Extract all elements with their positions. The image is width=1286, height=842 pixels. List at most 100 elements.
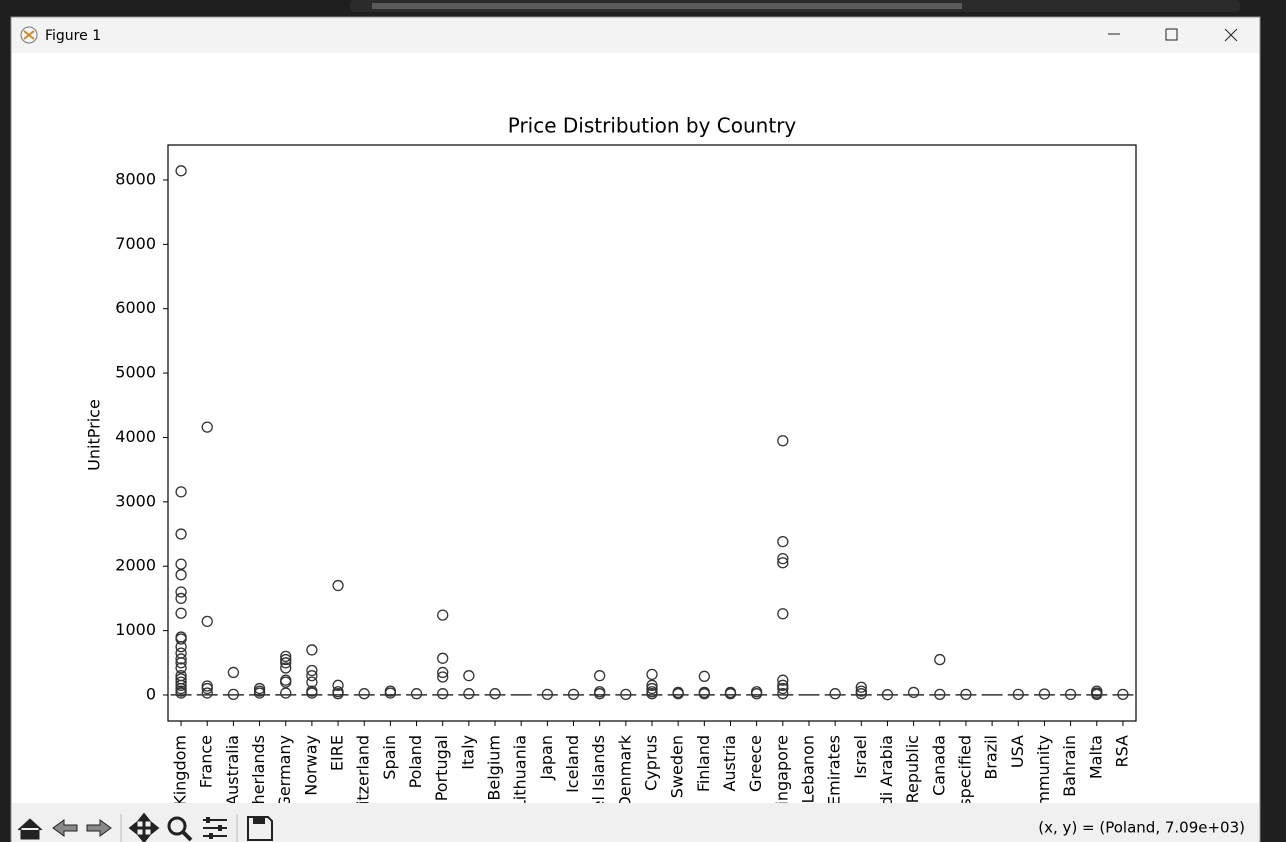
close-button[interactable] (1224, 28, 1238, 42)
outlier (672, 688, 684, 700)
x-tick-label: Unspecified (955, 735, 974, 829)
outlier (463, 688, 475, 700)
outlier (1038, 688, 1051, 700)
outlier (280, 687, 292, 699)
outlier (907, 686, 920, 699)
outlier (175, 679, 187, 691)
window (10, 16, 1261, 842)
outlier (306, 670, 318, 682)
x-tick-label: Greece (746, 735, 765, 792)
back-button[interactable] (52, 819, 78, 837)
y-axis-label: UnitPrice (85, 399, 104, 471)
outlier (280, 676, 292, 688)
outlier (384, 687, 397, 699)
plot-area (170, 165, 1134, 701)
outlier (777, 674, 789, 686)
outlier (175, 486, 187, 498)
x-tick-label: Iceland (563, 735, 582, 793)
save-icon-shutter (253, 817, 265, 824)
status-text: (x, y) = (Poland, 7.09e+03) (1038, 819, 1245, 837)
x-tick-label: United Kingdom (171, 735, 190, 842)
outlier (855, 688, 867, 700)
outlier (175, 662, 187, 674)
x-tick-label: Malta (1086, 735, 1105, 779)
outlier (646, 682, 658, 695)
outlier (175, 592, 187, 605)
outlier (1091, 688, 1103, 700)
outlier (332, 679, 344, 691)
outlier (175, 657, 187, 669)
outlier (698, 688, 710, 700)
outlier (175, 633, 187, 645)
pan-button[interactable] (128, 812, 160, 842)
outlier (280, 650, 292, 663)
outlier (201, 421, 213, 433)
x-tick-label: EIRE (328, 735, 347, 771)
x-tick-label: Belgium (485, 735, 504, 801)
outlier (777, 608, 789, 620)
y-tick-label: 7000 (115, 234, 156, 253)
outlier (829, 688, 841, 700)
outlier (175, 641, 187, 653)
x-tick-label: Japan (537, 735, 556, 781)
outlier (175, 569, 187, 581)
outlier (175, 558, 187, 570)
y-tick-label: 3000 (115, 491, 156, 510)
outlier (358, 688, 370, 700)
x-tick-label: Spain (380, 735, 399, 780)
outlier (227, 666, 240, 679)
outlier (934, 653, 946, 666)
outlier (437, 671, 449, 683)
outlier (332, 579, 344, 592)
outlier (646, 688, 658, 700)
zoom-button[interactable] (167, 816, 187, 836)
x-tick-label: Germany (275, 735, 294, 809)
outlier (463, 670, 475, 682)
outlier (777, 535, 789, 548)
x-tick-label: Brazil (982, 735, 1001, 780)
outlier (306, 676, 318, 688)
outlier (437, 609, 449, 621)
x-tick-label: Austria (720, 735, 739, 792)
x-tick-label: Singapore (772, 735, 791, 816)
x-tick-label: Cyprus (642, 735, 661, 791)
x-tick-label: Australia (223, 735, 242, 806)
x-tick-label: Saudi Arabia (877, 735, 896, 837)
x-tick-label: United Arab Emirates (825, 735, 844, 842)
outlier (620, 688, 632, 700)
outlier (437, 688, 449, 700)
outlier (175, 676, 187, 688)
outlier (541, 688, 554, 700)
outlier (594, 670, 606, 682)
x-tick-label: France (197, 735, 216, 788)
outlier (437, 652, 449, 664)
x-tick-label: Poland (406, 735, 425, 788)
outlier (1117, 688, 1129, 700)
x-tick-label: Channel Islands (589, 735, 608, 842)
configure-sliders (206, 817, 222, 839)
y-tick-label: 0 (146, 684, 156, 703)
x-tick-label: RSA (1112, 735, 1131, 768)
outlier (567, 688, 580, 700)
forward-button[interactable] (86, 819, 112, 837)
zoom-handle (181, 830, 193, 842)
outlier (306, 644, 318, 656)
maximize-button[interactable] (1165, 28, 1178, 41)
outlier (332, 688, 344, 700)
home-button[interactable] (17, 818, 43, 840)
x-tick-label: Italy (458, 735, 477, 770)
outlier (934, 688, 946, 700)
outlier (646, 679, 658, 691)
x-tick-labels: United Kingdom France Australia Netherlands… (171, 734, 1132, 842)
x-tick-label: Canada (929, 735, 948, 796)
outlier (306, 687, 318, 699)
x-tick-label: Netherlands (249, 735, 268, 833)
outlier (777, 557, 789, 569)
title-bar (12, 18, 1259, 53)
scrollbar (372, 3, 962, 9)
x-tick-label: Norway (301, 735, 320, 796)
outlier (777, 435, 789, 447)
outlier (201, 687, 213, 699)
outlier (960, 688, 972, 700)
outlier (1064, 688, 1077, 700)
